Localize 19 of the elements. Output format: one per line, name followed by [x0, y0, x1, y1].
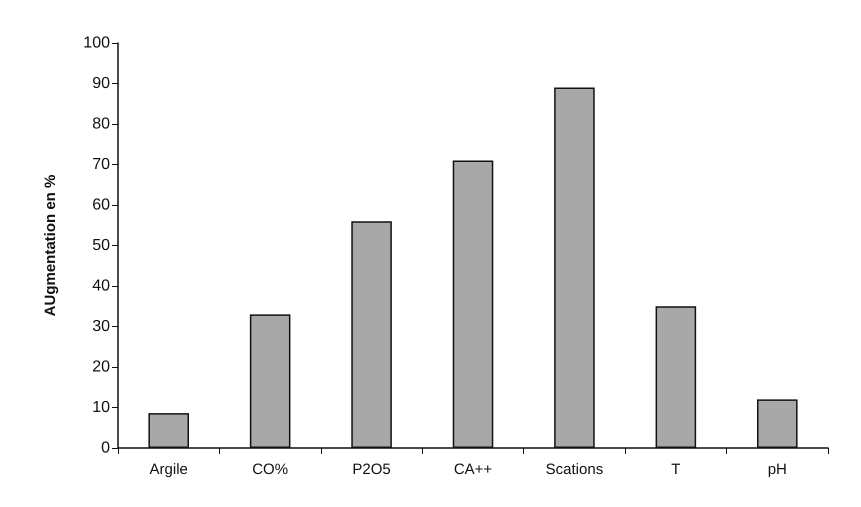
y-tick-label: 0	[101, 440, 110, 456]
x-tick-label: Argile	[150, 461, 188, 478]
y-tick-label: 40	[92, 278, 110, 294]
x-tick-label: CO%	[252, 461, 288, 478]
x-tick-label: pH	[768, 461, 787, 478]
x-tick-label: CA++	[454, 461, 492, 478]
y-tick-label: 70	[92, 156, 110, 173]
y-tick-label: 10	[92, 399, 110, 416]
x-tick-label: T	[671, 461, 680, 478]
y-tick-label: 50	[92, 237, 110, 254]
x-tick-label: P2O5	[352, 461, 391, 478]
y-tick-label: 80	[92, 116, 110, 132]
y-tick-label: 20	[92, 358, 110, 376]
y-tick-label: 60	[92, 196, 110, 214]
y-tick-label: 90	[92, 75, 110, 92]
y-tick-label: 100	[83, 34, 110, 52]
y-tick-label: 30	[92, 318, 110, 335]
x-tick-label: Scations	[546, 461, 604, 478]
y-axis-title: AUgmentation en %	[42, 174, 59, 316]
